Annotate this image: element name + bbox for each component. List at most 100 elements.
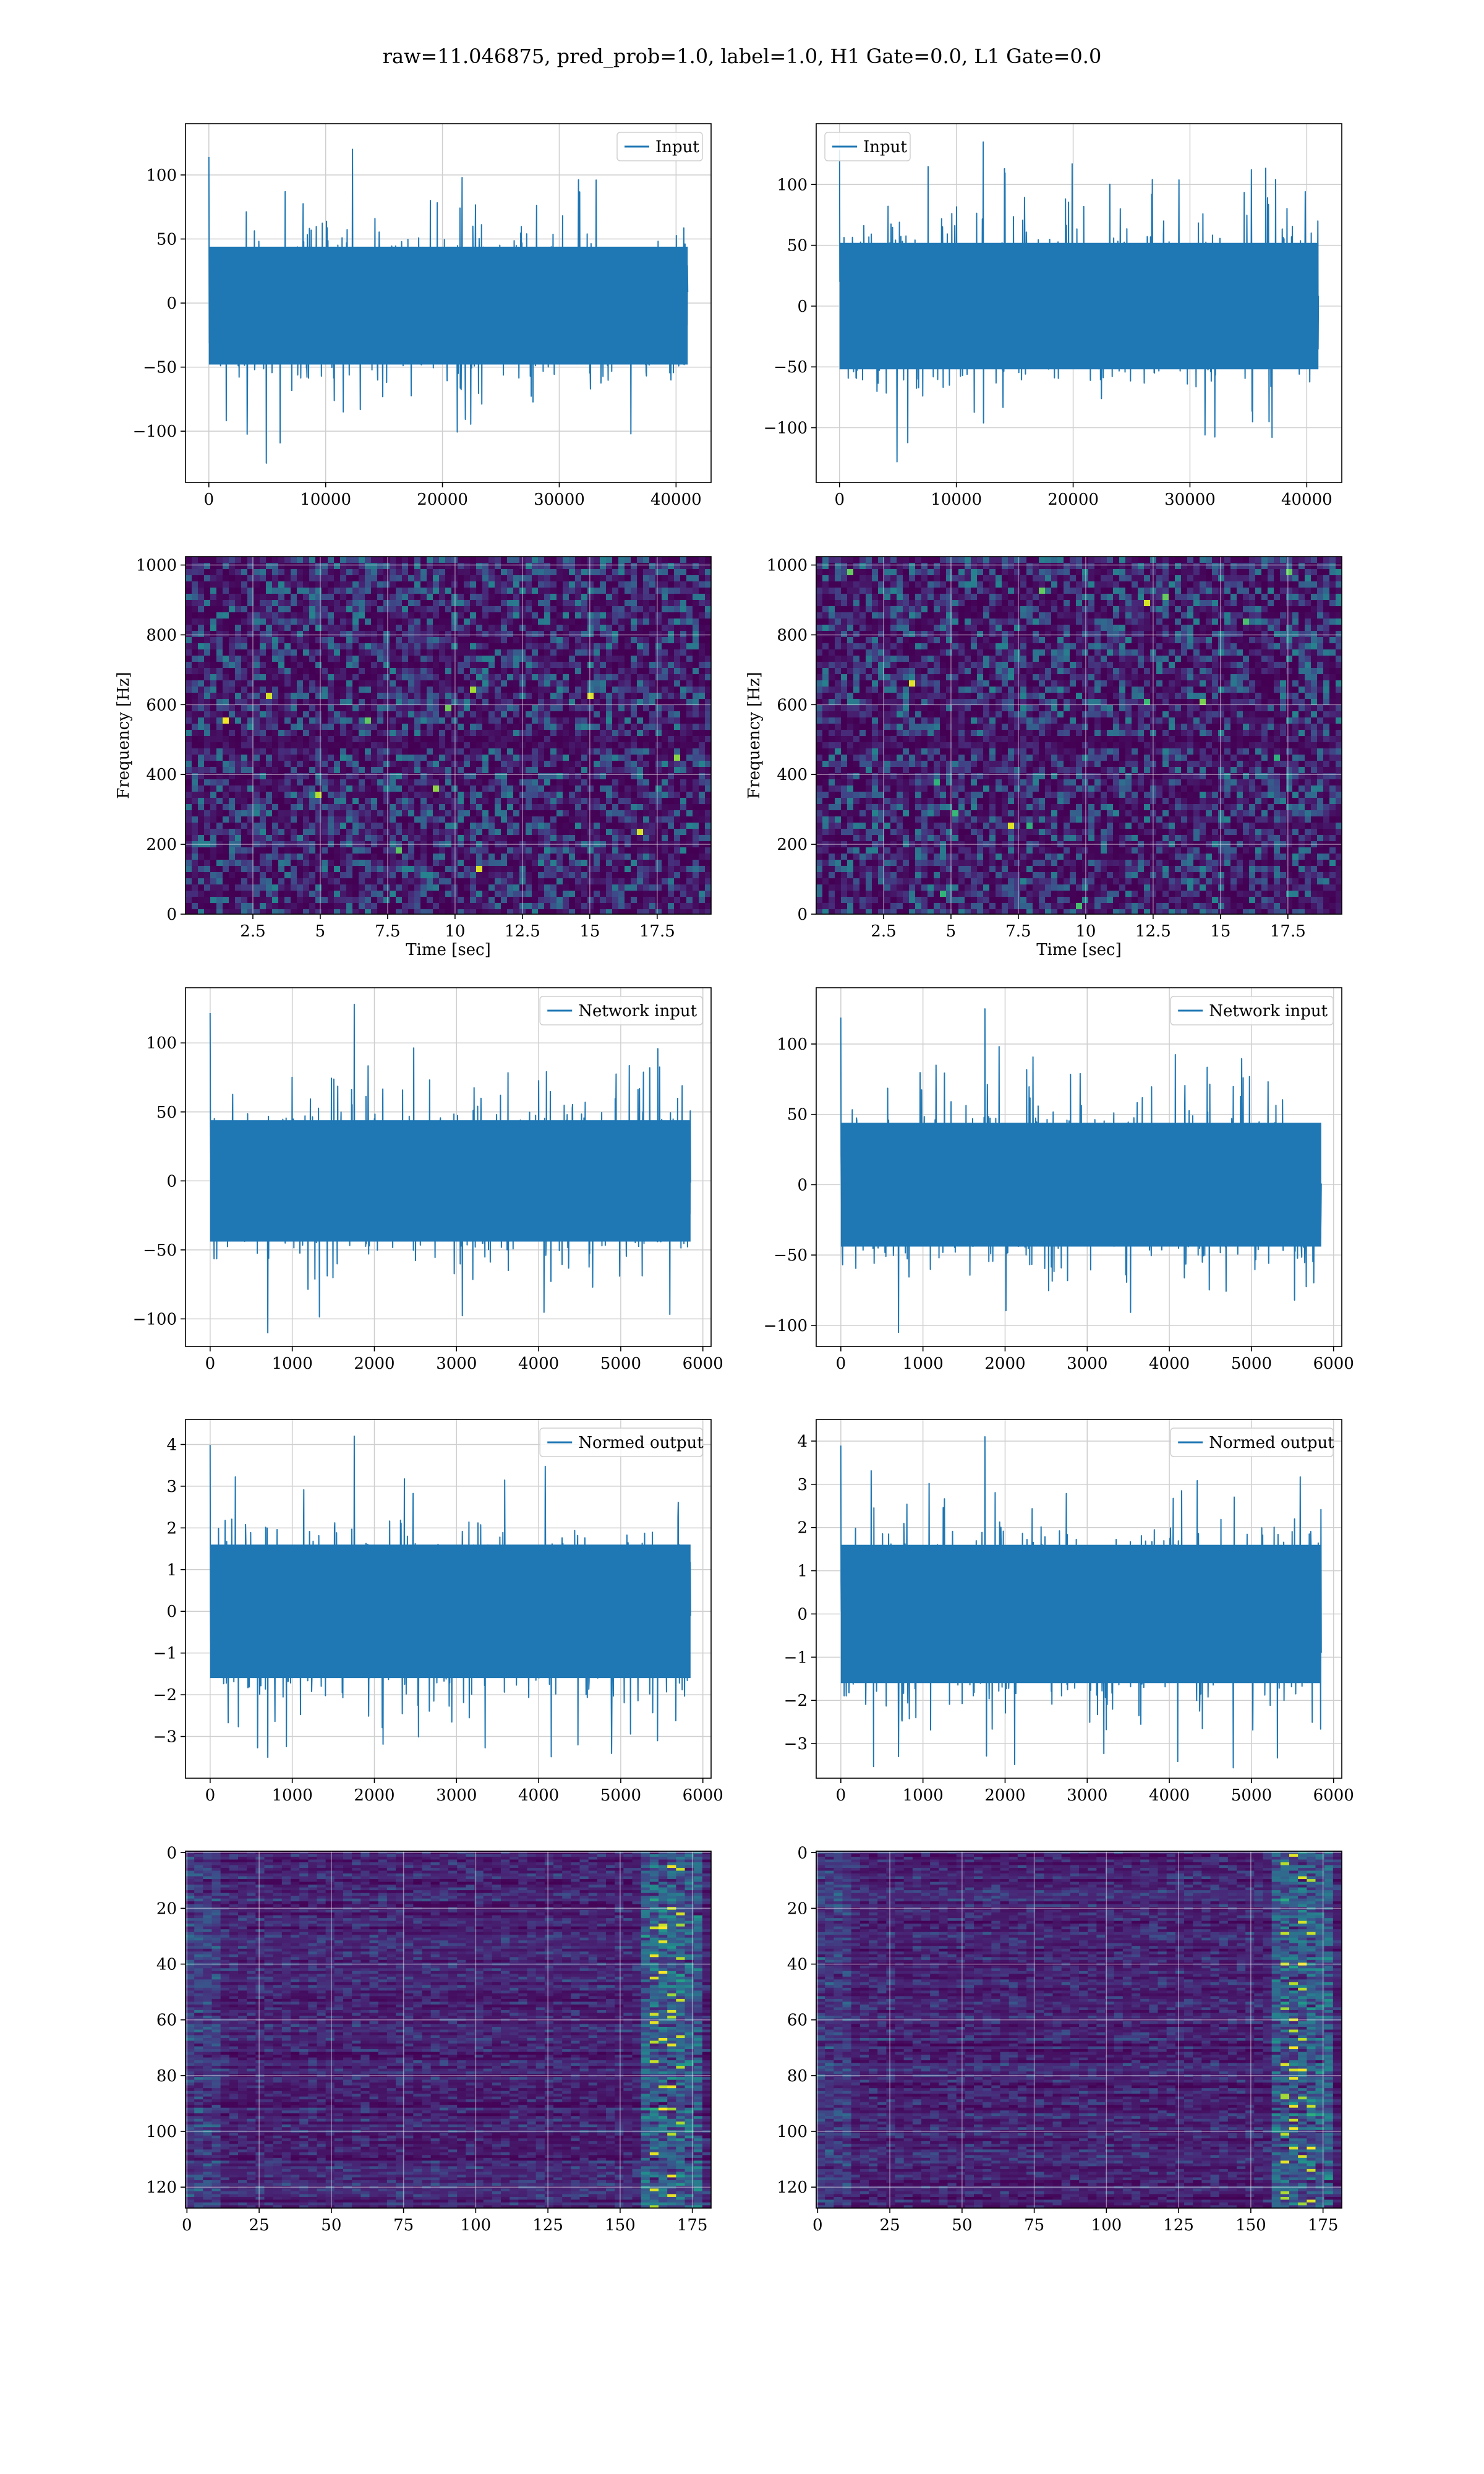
heatmap-cell — [495, 575, 501, 582]
heatmap-cell — [278, 773, 285, 780]
heatmap-cell — [390, 705, 396, 712]
heatmap-cell — [587, 847, 594, 854]
heatmap-cell — [198, 656, 205, 662]
heatmap-cell — [649, 730, 656, 737]
heatmap-cell — [606, 618, 613, 625]
heatmap-cell — [198, 804, 205, 811]
heatmap-cell — [513, 618, 520, 625]
heatmap-cell — [371, 792, 378, 798]
heatmap-cell — [216, 909, 223, 914]
heatmap-cell — [526, 649, 532, 656]
heatmap-cell — [223, 866, 229, 873]
heatmap-cell — [278, 575, 285, 582]
heatmap-cell — [451, 680, 458, 687]
heatmap-cell — [693, 872, 699, 879]
heatmap-cell — [668, 637, 675, 644]
heatmap-cell — [519, 835, 526, 842]
heatmap-cell — [328, 798, 335, 805]
heatmap-cell — [655, 668, 662, 675]
heatmap-cell — [680, 643, 687, 650]
heatmap-cell — [488, 557, 495, 563]
heatmap-cell — [229, 705, 236, 712]
heatmap-cell — [575, 878, 582, 885]
heatmap-cell — [693, 680, 699, 687]
heatmap-cell — [625, 792, 631, 798]
heatmap-cell — [569, 563, 576, 570]
heatmap-cell — [612, 897, 619, 904]
heatmap-cell — [297, 785, 304, 792]
heatmap-cell — [346, 798, 353, 805]
heatmap-cell — [346, 680, 353, 687]
heatmap-cell — [451, 662, 458, 669]
heatmap-cell — [439, 575, 446, 582]
heatmap-cell — [544, 779, 551, 786]
heatmap-cell — [519, 643, 526, 650]
heatmap-cell — [513, 643, 520, 650]
heatmap-cell — [291, 798, 297, 805]
heatmap-cell — [254, 618, 260, 625]
heatmap-cell — [210, 748, 217, 755]
heatmap-cell — [612, 878, 619, 885]
heatmap-cell — [427, 841, 433, 848]
heatmap-cell — [340, 606, 347, 613]
heatmap-cell — [631, 693, 638, 700]
heatmap-cell — [507, 674, 514, 681]
heatmap-cell — [272, 854, 279, 860]
heatmap-cell — [383, 625, 390, 631]
heatmap-cell — [445, 816, 452, 823]
heatmap-cell — [507, 699, 514, 706]
heatmap-cell — [544, 662, 551, 669]
heatmap-cell — [216, 575, 223, 582]
heatmap-cell — [390, 866, 396, 873]
heatmap-cell — [377, 860, 384, 867]
heatmap-cell — [260, 755, 267, 761]
heatmap-cell — [346, 693, 353, 700]
heatmap-cell — [612, 705, 619, 712]
heatmap-cell — [674, 588, 681, 594]
heatmap-cell — [377, 742, 384, 749]
heatmap-cell — [526, 755, 532, 761]
heatmap-cell — [532, 724, 539, 730]
heatmap-cell — [575, 847, 582, 854]
heatmap-cell — [210, 674, 217, 681]
heatmap-cell — [266, 674, 273, 681]
heatmap-cell — [606, 569, 613, 576]
heatmap-cell — [390, 730, 396, 737]
heatmap-cell — [643, 878, 650, 885]
heatmap-cell — [284, 773, 291, 780]
heatmap-cell — [383, 649, 390, 656]
heatmap-cell — [346, 872, 353, 879]
heatmap-cell — [210, 724, 217, 730]
heatmap-cell — [186, 841, 192, 848]
heatmap-cell — [550, 717, 557, 724]
heatmap-cell — [303, 637, 310, 644]
heatmap-cell — [266, 835, 273, 842]
heatmap-cell — [575, 761, 582, 768]
heatmap-cell — [390, 600, 396, 607]
heatmap-cell — [402, 581, 409, 588]
heatmap-cell — [458, 575, 464, 582]
heatmap-cell — [235, 569, 242, 576]
heatmap-cell — [519, 816, 526, 823]
heatmap-cell — [581, 563, 588, 570]
heatmap-cell — [241, 643, 248, 650]
heatmap-cell — [458, 897, 464, 904]
heatmap-cell — [637, 711, 644, 718]
heatmap-cell — [235, 773, 242, 780]
heatmap-cell — [458, 816, 464, 823]
heatmap-cell — [359, 810, 365, 817]
heatmap-cell — [451, 761, 458, 768]
heatmap-cell — [439, 618, 446, 625]
heatmap-cell — [260, 854, 267, 860]
heatmap-cell — [402, 711, 409, 718]
heatmap-cell — [377, 656, 384, 662]
heatmap-cell — [346, 773, 353, 780]
heatmap-cell — [204, 569, 211, 576]
heatmap-cell — [655, 755, 662, 761]
heatmap-cell — [198, 810, 205, 817]
heatmap-cell — [705, 903, 711, 910]
heatmap-cell — [581, 804, 588, 811]
heatmap-cell — [693, 724, 699, 730]
heatmap-cell — [606, 847, 613, 854]
heatmap-cell — [408, 606, 415, 613]
